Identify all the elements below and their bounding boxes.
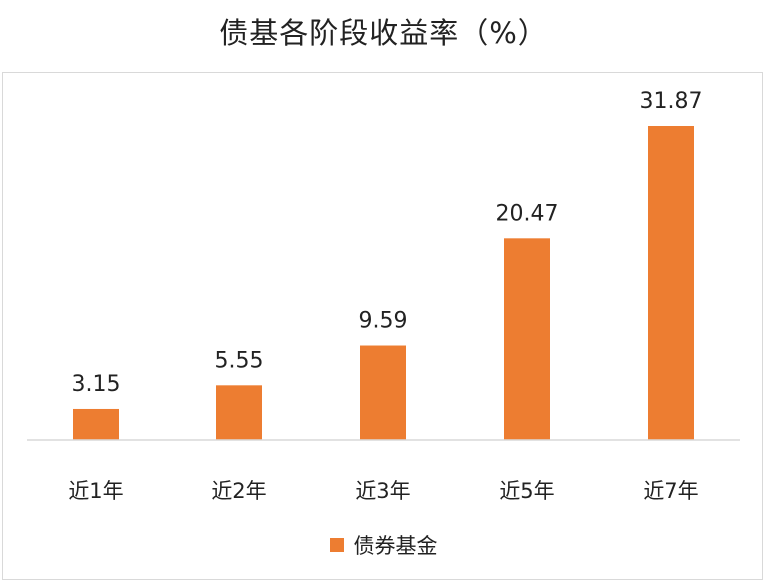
plot-area-border (2, 72, 763, 580)
bar-4 (504, 238, 550, 440)
legend: 债券基金 (0, 530, 767, 560)
bar-2 (216, 385, 262, 440)
value-labels-group: 3.15 5.55 9.59 20.47 31.87 (72, 89, 703, 397)
bars-group (73, 126, 694, 440)
value-label-4: 20.47 (496, 201, 559, 226)
value-label-5: 31.87 (640, 89, 703, 114)
value-label-2: 5.55 (215, 348, 264, 373)
bar-5 (648, 126, 694, 440)
legend-label: 债券基金 (353, 534, 438, 558)
legend-swatch (329, 538, 344, 552)
value-label-1: 3.15 (72, 372, 121, 397)
x-tick-label-1: 近1年 (68, 479, 123, 503)
x-tick-label-2: 近2年 (211, 479, 266, 503)
bar-1 (73, 408, 119, 440)
value-label-3: 9.59 (359, 309, 408, 334)
x-tick-labels-group: 近1年 近2年 近3年 近5年 近7年 (68, 479, 698, 503)
bar-3 (360, 345, 406, 440)
x-tick-label-5: 近7年 (643, 479, 698, 503)
x-tick-label-3: 近3年 (355, 479, 410, 503)
x-tick-label-4: 近5年 (499, 479, 554, 503)
chart-title: 债基各阶段收益率（%） (219, 16, 548, 50)
